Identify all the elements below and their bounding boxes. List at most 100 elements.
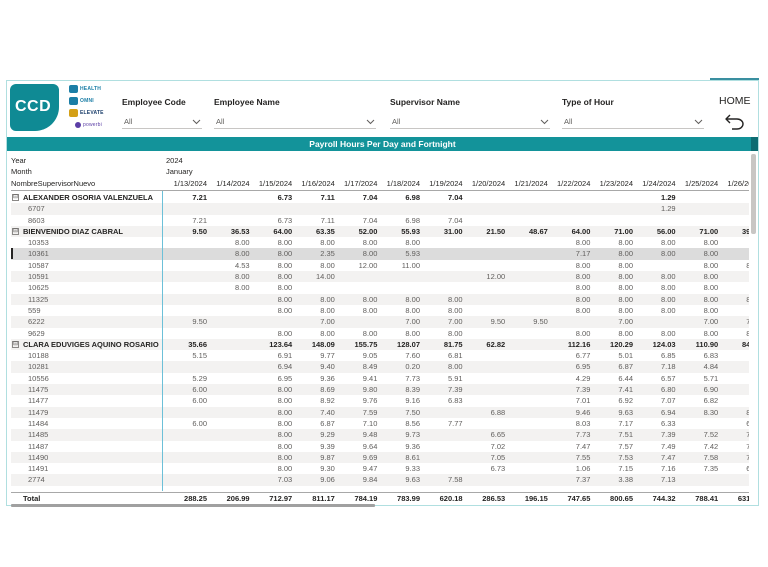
total-cell: 206.99	[226, 494, 250, 503]
hours-cell: 6.00	[192, 418, 207, 428]
brand-elevate: ELEVATE	[69, 107, 113, 118]
type-of-hour-value: All	[564, 117, 573, 126]
hours-cell: 6.73	[490, 464, 506, 474]
total-cell: 712.97	[269, 494, 293, 503]
horizontal-scrollbar[interactable]	[11, 504, 375, 507]
collapse-toggle-icon[interactable]: ⊟	[12, 340, 19, 348]
hours-cell: 8.61	[405, 452, 420, 462]
employee-row[interactable]: 6707 1.29	[11, 203, 749, 215]
employee-row[interactable]: 11479 8.00 7.40 7.59 7.50 6.88 9.46 9.63 6.94 8.3…	[11, 406, 749, 418]
hours-cell: 7.00	[447, 317, 463, 327]
employee-row[interactable]: 10625 8.00 8.00 8.00 8.00 8.00 8.00	[11, 282, 749, 293]
hours-cell: 8.00	[703, 260, 719, 270]
employee-row[interactable]: 10188 5.15 6.91 9.77 9.05 7.60 6.81 6.77 5.01 6.8…	[11, 350, 749, 361]
employee-row[interactable]: 10587 4.53 8.00 8.00 12.00 11.00 8.00 8.00 8.00 8…	[11, 260, 749, 271]
employee-row[interactable]: 8603 7.21 6.73 7.11 7.04 6.98 7.04	[11, 215, 749, 226]
hours-cell: 14.00	[316, 272, 335, 282]
hours-cell: 7.40	[320, 407, 335, 417]
hours-cell: 3.38	[618, 475, 633, 485]
employee-row[interactable]: 10556 5.29 6.95 9.36 9.41 7.73 5.91 4.29 6.44 6.5…	[11, 373, 749, 384]
filter-employee-name: Employee Name All	[214, 97, 376, 129]
hours-cell: 8.00	[575, 260, 591, 270]
filter-supervisor-name-label: Supervisor Name	[390, 97, 460, 107]
brand-health-label: HEALTH	[80, 85, 102, 92]
employee-row[interactable]: 11325 8.00 8.00 8.00 8.00 8.00 8.00 8.00 8.00 8.0…	[11, 293, 749, 305]
employee-row[interactable]: 11491 8.00 9.30 9.47 9.33 6.73 1.06 7.15 7.16 7.3…	[11, 463, 749, 474]
employee-row[interactable]: 11475 6.00 8.00 8.69 9.80 8.39 7.39 7.39 7.41 6.8…	[11, 384, 749, 396]
employee-row[interactable]: 6222 9.50 7.00 7.00 7.00 9.50 9.50 7.00 7.00 7.00	[11, 316, 749, 328]
employee-row[interactable]: 11487 8.00 9.39 9.64 9.36 7.02 7.47 7.57 7.49 7.4…	[11, 441, 749, 452]
back-arrow-icon[interactable]	[724, 111, 746, 131]
total-cell: 196.15	[524, 494, 548, 503]
hours-cell: 7.41	[618, 385, 633, 395]
date-column-header[interactable]: 1/14/2024	[216, 179, 250, 188]
hours-cell: 7.59	[746, 430, 749, 440]
date-column-header[interactable]: 1/16/2024	[301, 179, 335, 188]
employee-row[interactable]: 10591 8.00 8.00 14.00 12.00 8.00 8.00 8.00 8.00	[11, 271, 749, 283]
employee-code-dropdown[interactable]: All	[122, 114, 202, 129]
employee-name-dropdown[interactable]: All	[214, 114, 376, 129]
employee-code: 10587	[28, 260, 49, 270]
employee-row[interactable]: 11477 6.00 8.00 8.92 9.76 9.16 6.83 7.01 6.92 7.0…	[11, 395, 749, 406]
supervisor-name-dropdown[interactable]: All	[390, 114, 550, 129]
hours-cell: 36.53	[230, 226, 250, 236]
hours-cell: 6.87	[618, 362, 633, 372]
employee-code: 10353	[28, 238, 49, 248]
hours-cell: 7.51	[618, 430, 633, 440]
supervisor-group-row[interactable]: ⊟ BIENVENIDO DIAZ CABRAL 9.50 36.53 64.00 63.…	[11, 225, 749, 238]
supervisor-group-row[interactable]: ⊟ ALEXANDER OSORIA VALENZUELA 7.21 6.73 7.11…	[11, 192, 749, 203]
date-column-header[interactable]: 1/18/2024	[386, 179, 420, 188]
date-column-header[interactable]: 1/23/2024	[599, 179, 633, 188]
hours-cell: 8.00	[277, 430, 293, 440]
hours-cell: 9.84	[362, 475, 378, 485]
hours-cell: 8.00	[447, 294, 463, 304]
employee-row[interactable]: 10281 6.94 9.40 8.49 0.20 8.00 6.95 6.87 7.18 4.8…	[11, 361, 749, 373]
hours-cell: 6.00	[192, 396, 207, 406]
date-column-header[interactable]: 1/20/2024	[471, 179, 506, 188]
employee-code: 9629	[28, 328, 45, 338]
collapse-toggle-icon[interactable]: ⊟	[12, 227, 19, 235]
hours-cell: 8.00	[277, 407, 293, 417]
collapse-toggle-icon[interactable]: ⊟	[12, 194, 19, 201]
total-label: Total	[23, 494, 41, 503]
date-column-header[interactable]: 1/26/2024	[727, 179, 749, 188]
employee-row[interactable]: 2774 7.03 9.06 9.84 9.63 7.58 7.37 3.38 7.13	[11, 474, 749, 486]
type-of-hour-dropdown[interactable]: All	[562, 114, 704, 129]
employee-code: 10188	[28, 351, 49, 361]
hours-cell: 8.00	[575, 294, 591, 304]
employee-row[interactable]: 11484 6.00 8.00 6.87 7.10 8.56 7.77 8.03 7.17 6.3…	[11, 418, 749, 429]
hours-cell: 56.00	[656, 226, 676, 236]
sub-brand-list: HEALTH OMNI ELEVATE powerbi	[69, 83, 113, 131]
hours-cell: 7.21	[192, 193, 207, 202]
employee-code: 10591	[28, 272, 49, 282]
home-button[interactable]: HOME	[719, 95, 751, 107]
hours-cell: 8.00	[703, 294, 719, 304]
hours-cell: 9.30	[320, 464, 335, 474]
supervisor-group-row[interactable]: ⊟ CLARA EDUVIGES AQUINO ROSARIO 35.66 123.6…	[11, 338, 749, 351]
date-column-header[interactable]: 1/25/2024	[684, 179, 719, 188]
date-column-header[interactable]: 1/22/2024	[557, 179, 591, 188]
date-column-header[interactable]: 1/15/2024	[258, 179, 293, 188]
date-column-header[interactable]: 1/24/2024	[642, 179, 676, 188]
hours-cell: 8.00	[277, 385, 293, 395]
hours-cell: 7.02	[490, 441, 506, 451]
vertical-scrollbar[interactable]	[751, 154, 756, 234]
supervisor-name-value: All	[392, 117, 401, 126]
employee-row[interactable]: 10353 8.00 8.00 8.00 8.00 8.00 8.00 8.00 8.00 8.0…	[11, 237, 749, 248]
hours-cell: 7.47	[660, 452, 676, 462]
employee-row[interactable]: 559 8.00 8.00 8.00 8.00 8.00 8.00 8.00 8.00 8.00	[11, 305, 749, 316]
powerbi-logo-icon	[75, 121, 81, 128]
employee-row[interactable]: 11490 8.00 9.87 9.69 8.61 7.05 7.55 7.53 7.47 7.5…	[11, 451, 749, 464]
employee-name-value: All	[216, 117, 225, 126]
employee-row[interactable]: 11485 8.00 9.29 9.48 9.73 6.65 7.73 7.51 7.39 7.5…	[11, 429, 749, 441]
employee-row[interactable]: 10361 8.00 8.00 2.35 8.00 5.93 7.17 8.00 8.00 8.0…	[11, 248, 749, 260]
brand-omni: OMNI	[69, 95, 113, 106]
hours-cell: 8.00	[405, 305, 420, 315]
employee-row[interactable]: 9629 8.00 8.00 8.00 8.00 8.00 8.00 8.00 8.00 8.00…	[11, 328, 749, 339]
date-column-header[interactable]: 1/17/2024	[344, 179, 378, 188]
report-title: Payroll Hours Per Day and Fortnight	[7, 137, 758, 151]
date-column-header[interactable]: 1/21/2024	[514, 179, 548, 188]
hours-cell: 6.44	[618, 373, 633, 383]
date-column-header[interactable]: 1/19/2024	[429, 179, 463, 188]
date-column-header[interactable]: 1/13/2024	[173, 179, 207, 188]
